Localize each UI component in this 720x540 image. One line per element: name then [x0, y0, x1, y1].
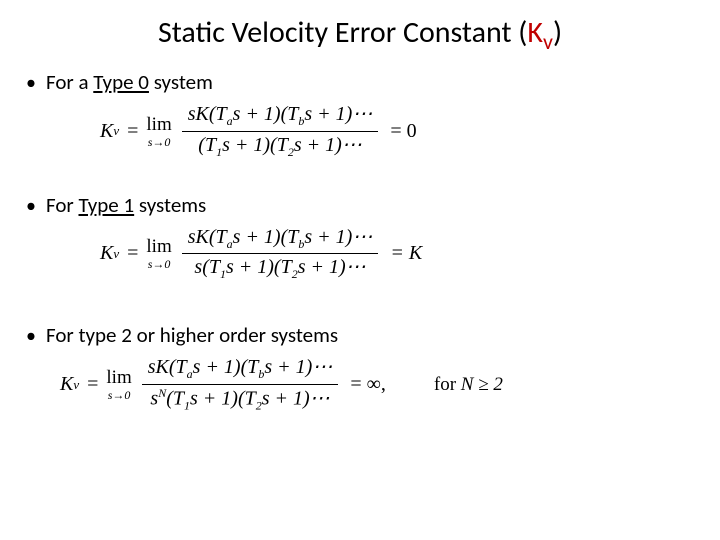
eq0-num: sK(Tas + 1)(Tbs + 1)⋯: [182, 101, 379, 131]
b2-underline: Type 1: [78, 192, 134, 218]
eq1-kv-sub: v: [113, 246, 119, 262]
eq1-num-1: sK(T: [188, 226, 227, 248]
eq2-rhs: = ∞,: [350, 373, 386, 396]
eq0-num-2: s + 1)(T: [233, 103, 299, 125]
eq2-num-2: s + 1)(T: [193, 356, 259, 378]
title-close: ): [553, 14, 562, 51]
eq0-den-2: s + 1)(T: [222, 134, 288, 156]
eq0-rhs: = 0: [390, 120, 416, 143]
bullet-type2plus: • For type 2 or higher order systems: [0, 322, 720, 348]
eq1-num: sK(Tas + 1)(Tbs + 1)⋯: [182, 224, 379, 254]
b2-post: systems: [134, 192, 206, 218]
eq2-equals: =: [87, 373, 98, 396]
eq1-den-1: s(T: [194, 256, 220, 278]
eq2-den-3: s + 1)⋯: [262, 388, 330, 410]
eq0-den-3: s + 1)⋯: [294, 134, 362, 156]
eq2-kv-sub: v: [73, 377, 79, 393]
title-k: K: [527, 14, 543, 51]
b1-post: system: [149, 69, 213, 95]
eq0-den: (T1s + 1)(T2s + 1)⋯: [192, 132, 367, 162]
eq2-den: sN(T1s + 1)(T2s + 1)⋯: [144, 385, 335, 415]
eq2-num-1: sK(T: [148, 356, 187, 378]
eq0-den-1: (T: [198, 134, 216, 156]
eq1-lim: lim s→0: [146, 237, 171, 270]
equation-type2plus: Kv = lim s→0 sK(Tas + 1)(Tbs + 1)⋯ sN(T1…: [60, 354, 720, 415]
eq1-num-2: s + 1)(T: [233, 226, 299, 248]
eq2-lim-sub: s→0: [108, 389, 131, 401]
eq0-kv-sub: v: [113, 123, 119, 139]
b1-pre: For a: [46, 69, 93, 95]
eq2-frac: sK(Tas + 1)(Tbs + 1)⋯ sN(T1s + 1)(T2s + …: [142, 354, 339, 415]
eq2-lim: lim s→0: [106, 368, 131, 401]
eq1-lim-top: lim: [146, 237, 171, 256]
title-main: Static Velocity Error Constant (: [158, 14, 527, 51]
eq1-den-3: s + 1)⋯: [298, 256, 366, 278]
title-k-sub: v: [543, 28, 553, 55]
eq2-den-2: s + 1)(T: [190, 388, 256, 410]
equation-type1: Kv = lim s→0 sK(Tas + 1)(Tbs + 1)⋯ s(T1s…: [100, 224, 720, 285]
eq2-kv: K: [60, 373, 73, 396]
bullet-type1: • For Type 1 systems: [0, 192, 720, 218]
eq2-den-open: (T: [166, 388, 184, 410]
bullet-type1-text: For Type 1 systems: [46, 192, 206, 218]
b2-pre: For: [46, 192, 79, 218]
eq2-num-3: s + 1)⋯: [264, 356, 332, 378]
eq0-num-3: s + 1)⋯: [304, 103, 372, 125]
eq2-den-N: N: [158, 386, 166, 400]
eq2-lim-top: lim: [106, 368, 131, 387]
eq0-frac: sK(Tas + 1)(Tbs + 1)⋯ (T1s + 1)(T2s + 1)…: [182, 101, 379, 162]
eq2-num: sK(Tas + 1)(Tbs + 1)⋯: [142, 354, 339, 384]
eq0-lim-sub: s→0: [148, 136, 171, 148]
eq1-lim-sub: s→0: [148, 258, 171, 270]
bullet-type0-text: For a Type 0 system: [46, 69, 213, 95]
bullet-dot-icon: •: [26, 196, 36, 216]
eq2-for-clause: for N ≥ 2: [434, 374, 503, 396]
eq1-kv: K: [100, 242, 113, 265]
eq1-den-2: s + 1)(T: [226, 256, 292, 278]
eq0-lhs: Kv: [100, 120, 119, 143]
eq2-for-cond: N ≥ 2: [461, 374, 503, 395]
bullet-dot-icon: •: [26, 326, 36, 346]
eq0-lim: lim s→0: [146, 115, 171, 148]
bullet-type0: • For a Type 0 system: [0, 69, 720, 95]
bullet-type2plus-text: For type 2 or higher order systems: [46, 322, 338, 348]
eq0-equals: =: [127, 120, 138, 143]
eq1-rhs: = K: [390, 242, 422, 265]
eq1-equals: =: [127, 242, 138, 265]
eq1-frac: sK(Tas + 1)(Tbs + 1)⋯ s(T1s + 1)(T2s + 1…: [182, 224, 379, 285]
bullet-dot-icon: •: [26, 73, 36, 93]
eq1-num-3: s + 1)⋯: [304, 226, 372, 248]
b1-underline: Type 0: [93, 69, 149, 95]
slide-title: Static Velocity Error Constant (Kv): [0, 0, 720, 63]
eq0-kv: K: [100, 120, 113, 143]
eq1-lhs: Kv: [100, 242, 119, 265]
eq0-lim-top: lim: [146, 115, 171, 134]
eq1-den: s(T1s + 1)(T2s + 1)⋯: [188, 254, 371, 284]
eq2-for-label: for: [434, 374, 461, 395]
eq0-num-1: sK(T: [188, 103, 227, 125]
equation-type0: Kv = lim s→0 sK(Tas + 1)(Tbs + 1)⋯ (T1s …: [100, 101, 720, 162]
eq2-lhs: Kv: [60, 373, 79, 396]
